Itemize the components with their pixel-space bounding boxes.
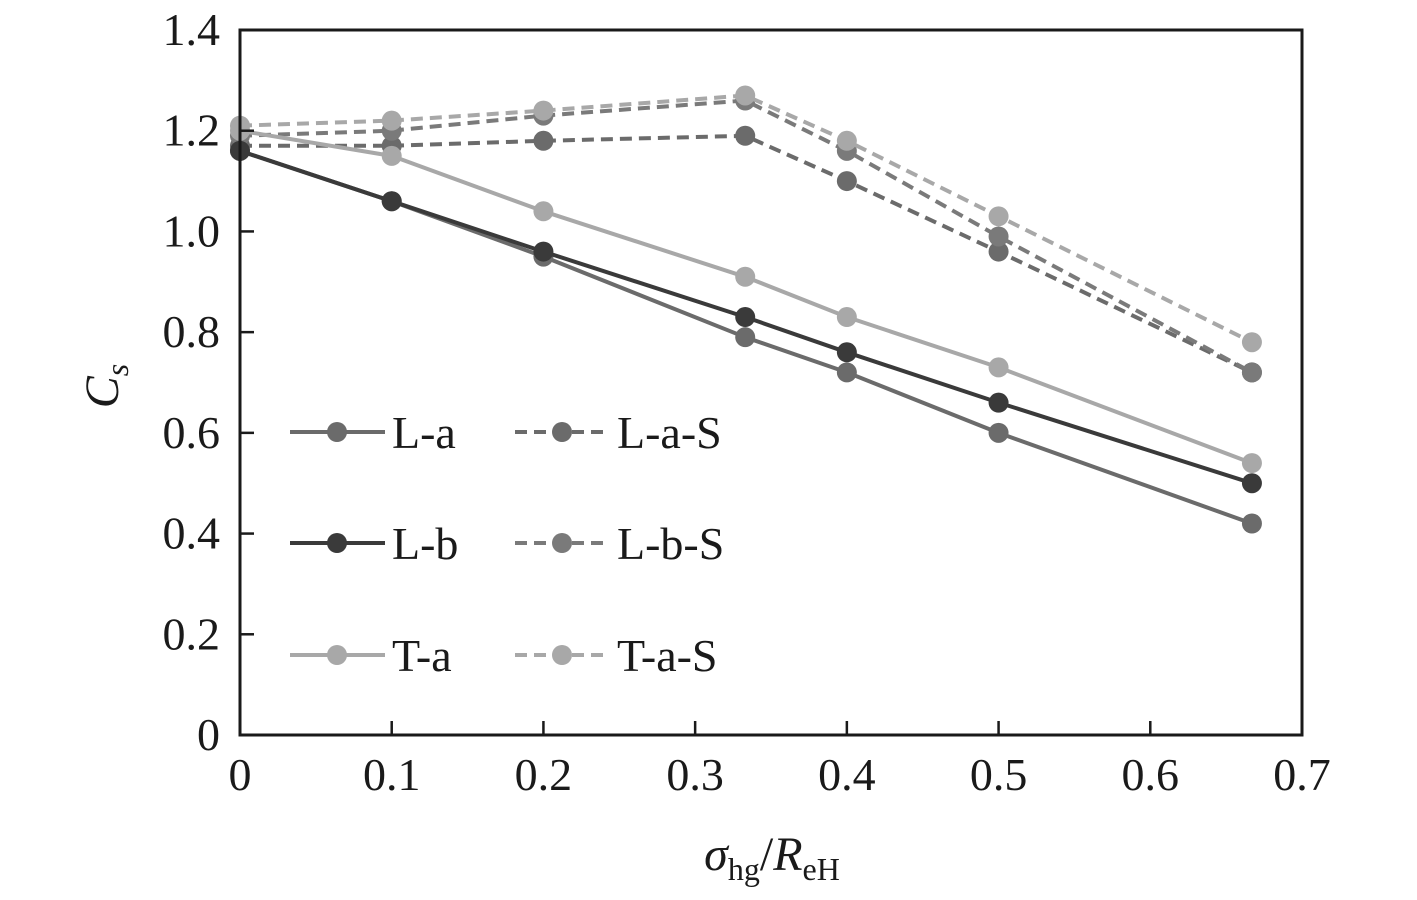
data-point-T-a (836, 307, 857, 328)
data-point-T-a-S (735, 85, 756, 106)
data-point-T-a-S (533, 100, 554, 121)
y-axis-title-subscript: s (99, 364, 135, 376)
legend-label-L-a: L-a (392, 407, 456, 458)
legend-marker-L-a-S (552, 422, 572, 442)
legend: L-a L-b T-a L-a-S L-b-S T-a-S (290, 407, 724, 681)
svg-text:Cs: Cs (76, 364, 135, 408)
x-tick-label: 0.6 (1122, 749, 1180, 800)
data-point-L-b-S (1241, 362, 1262, 383)
svg-text:σhg/ReH: σhg/ReH (704, 828, 840, 887)
data-point-L-a (988, 422, 1009, 443)
legend-label-L-a-S: L-a-S (617, 407, 722, 458)
y-axis-title-main: C (76, 375, 129, 408)
data-point-L-b (533, 241, 554, 262)
y-tick-label: 1.4 (163, 4, 221, 55)
legend-marker-T-a (327, 645, 347, 665)
x-tick-label: 0.1 (363, 749, 421, 800)
x-axis-title: σhg/ReH (704, 828, 840, 887)
legend-entry-L-a: L-a (290, 407, 456, 458)
data-point-L-b-S (988, 226, 1009, 247)
data-point-L-b (735, 307, 756, 328)
data-point-L-a-S (735, 125, 756, 146)
axes: 0 0.1 0.2 0.3 0.4 0.5 0.6 0.7 0 0.2 0.4 0.6 0.8 1.0 1.… (163, 4, 1331, 800)
data-point-L-a (836, 362, 857, 383)
data-point-L-a (735, 327, 756, 348)
legend-label-L-b: L-b (392, 518, 458, 569)
legend-label-L-b-S: L-b-S (617, 518, 724, 569)
legend-entry-L-a-S: L-a-S (515, 407, 722, 458)
legend-marker-L-b (327, 533, 347, 553)
x-axis-title-slash: / (760, 828, 774, 881)
y-tick-label: 0.6 (163, 407, 221, 458)
data-point-T-a (533, 201, 554, 222)
data-point-T-a (735, 266, 756, 287)
data-point-L-b (836, 342, 857, 363)
x-tick-label: 0.2 (515, 749, 573, 800)
plot-area (230, 85, 1262, 534)
legend-marker-L-a (327, 422, 347, 442)
data-point-L-a (1241, 513, 1262, 534)
data-point-T-a-S (381, 110, 402, 131)
data-point-T-a (988, 357, 1009, 378)
y-tick-label: 0.4 (163, 508, 221, 559)
series-L-b (230, 140, 1262, 494)
data-point-L-a-S (836, 171, 857, 192)
legend-entry-T-a-S: T-a-S (515, 630, 718, 681)
data-point-T-a-S (836, 130, 857, 151)
x-tick-label: 0 (229, 749, 252, 800)
data-point-T-a (381, 145, 402, 166)
x-tick-label: 0.7 (1273, 749, 1331, 800)
legend-entry-L-b: L-b (290, 518, 458, 569)
y-tick-label: 1.2 (163, 105, 221, 156)
data-point-T-a-S (1241, 332, 1262, 353)
x-tick-label: 0.5 (970, 749, 1028, 800)
x-tick-label: 0.3 (666, 749, 724, 800)
legend-label-T-a-S: T-a-S (617, 630, 718, 681)
x-axis-title-sigma-subscript: hg (728, 851, 760, 887)
legend-label-T-a: T-a (392, 630, 452, 681)
legend-entry-L-b-S: L-b-S (515, 518, 724, 569)
y-tick-label: 0.8 (163, 306, 221, 357)
legend-entry-T-a: T-a (290, 630, 452, 681)
y-tick-label: 0 (197, 709, 220, 760)
legend-marker-L-b-S (552, 533, 572, 553)
y-tick-label: 0.2 (163, 608, 221, 659)
x-axis-title-r: R (772, 828, 802, 881)
data-point-T-a-S (988, 206, 1009, 227)
series-T-a (230, 120, 1262, 474)
data-point-L-a-S (988, 241, 1009, 262)
data-point-L-b (988, 392, 1009, 413)
y-tick-label: 1.0 (163, 205, 221, 256)
x-axis-title-sigma: σ (704, 828, 730, 881)
data-point-L-a-S (533, 130, 554, 151)
legend-marker-T-a-S (552, 645, 572, 665)
y-axis-title: Cs (76, 364, 135, 408)
data-point-L-b (1241, 473, 1262, 494)
data-point-T-a (1241, 453, 1262, 474)
data-point-L-b (381, 191, 402, 212)
x-tick-label: 0.4 (818, 749, 876, 800)
plot-frame (238, 28, 1304, 737)
x-axis-title-r-subscript: eH (803, 851, 840, 887)
